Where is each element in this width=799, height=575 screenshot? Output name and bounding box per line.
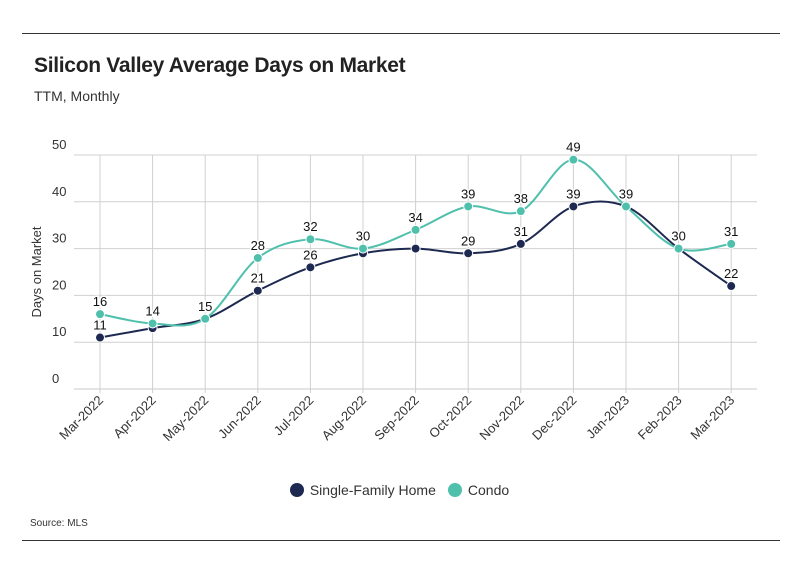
bottom-rule bbox=[22, 540, 780, 541]
data-label-condo: 38 bbox=[514, 191, 528, 206]
x-tick-label: Mar-2022 bbox=[56, 393, 106, 443]
data-point-single-family[interactable] bbox=[252, 285, 263, 296]
data-point-condo[interactable] bbox=[200, 313, 211, 324]
data-label-condo: 28 bbox=[251, 238, 265, 253]
y-tick-label: 0 bbox=[52, 371, 59, 386]
data-point-single-family[interactable] bbox=[726, 281, 737, 292]
data-point-single-family[interactable] bbox=[515, 238, 526, 249]
x-tick-label: Jun-2022 bbox=[215, 393, 264, 442]
data-label-condo: 30 bbox=[356, 229, 370, 244]
data-label-condo: 39 bbox=[461, 186, 475, 201]
data-label-single-family: 21 bbox=[251, 271, 265, 286]
data-point-condo[interactable] bbox=[463, 201, 474, 212]
x-tick-label: Jul-2022 bbox=[271, 393, 317, 439]
legend-label-condo: Condo bbox=[467, 482, 510, 498]
chart-title: Silicon Valley Average Days on Market bbox=[34, 54, 406, 77]
data-label-condo: 14 bbox=[145, 303, 159, 318]
data-point-single-family[interactable] bbox=[95, 332, 105, 343]
data-label-condo: 15 bbox=[198, 299, 212, 314]
legend-item-single-family[interactable]: Single-Family Home bbox=[289, 482, 436, 498]
x-tick-label: Mar-2023 bbox=[687, 393, 737, 443]
legend-swatch-single-family bbox=[289, 483, 304, 497]
data-label-condo: 31 bbox=[724, 224, 738, 239]
data-label-single-family: 11 bbox=[93, 318, 107, 333]
x-tick-label: Dec-2022 bbox=[529, 393, 579, 443]
data-point-condo[interactable] bbox=[358, 243, 368, 254]
data-point-condo[interactable] bbox=[515, 206, 526, 217]
legend-swatch-condo bbox=[447, 483, 462, 497]
data-label-condo: 49 bbox=[566, 140, 580, 155]
data-point-condo[interactable] bbox=[726, 238, 737, 249]
data-point-condo[interactable] bbox=[95, 309, 105, 320]
data-label-condo: 16 bbox=[93, 294, 107, 309]
x-tick-label: Feb-2023 bbox=[635, 393, 685, 443]
data-point-single-family[interactable] bbox=[568, 201, 579, 212]
y-tick-label: 10 bbox=[52, 324, 66, 339]
data-point-condo[interactable] bbox=[305, 234, 316, 245]
data-label-condo: 34 bbox=[408, 210, 422, 225]
x-tick-label: Nov-2022 bbox=[476, 393, 526, 443]
data-point-condo[interactable] bbox=[147, 318, 158, 329]
legend-label-single-family: Single-Family Home bbox=[309, 482, 436, 498]
data-label-condo: 32 bbox=[303, 219, 317, 234]
legend-item-condo[interactable]: Condo bbox=[447, 482, 510, 498]
data-point-condo[interactable] bbox=[252, 252, 263, 263]
data-label-condo: 30 bbox=[671, 229, 685, 244]
data-point-single-family[interactable] bbox=[305, 262, 316, 273]
x-tick-label: Sep-2022 bbox=[371, 393, 421, 443]
x-tick-label: May-2022 bbox=[160, 393, 211, 444]
top-rule bbox=[22, 33, 780, 34]
y-axis-title: Days on Market bbox=[29, 226, 44, 317]
data-label-single-family: 26 bbox=[303, 247, 317, 262]
data-point-single-family[interactable] bbox=[410, 243, 421, 254]
x-tick-label: Oct-2022 bbox=[426, 393, 474, 441]
source-note: Source: MLS bbox=[30, 518, 88, 529]
data-label-condo: 39 bbox=[619, 186, 633, 201]
y-tick-label: 30 bbox=[52, 231, 66, 246]
data-label-single-family: 22 bbox=[724, 266, 738, 281]
data-point-condo[interactable] bbox=[568, 154, 579, 165]
data-point-condo[interactable] bbox=[621, 201, 631, 212]
data-point-condo[interactable] bbox=[410, 224, 421, 235]
data-label-single-family: 29 bbox=[461, 233, 475, 248]
chart-legend: Single-Family Home Condo bbox=[0, 482, 799, 498]
y-tick-label: 50 bbox=[52, 137, 66, 152]
data-label-single-family: 39 bbox=[566, 186, 580, 201]
y-tick-label: 20 bbox=[52, 277, 66, 292]
chart-subtitle: TTM, Monthly bbox=[34, 88, 120, 104]
x-tick-label: Aug-2022 bbox=[319, 393, 369, 443]
y-tick-label: 40 bbox=[52, 184, 66, 199]
data-point-condo[interactable] bbox=[673, 243, 684, 254]
data-point-single-family[interactable] bbox=[463, 248, 474, 259]
x-tick-label: Apr-2022 bbox=[110, 393, 158, 441]
data-label-single-family: 31 bbox=[514, 224, 528, 239]
x-tick-label: Jan-2023 bbox=[583, 393, 632, 442]
